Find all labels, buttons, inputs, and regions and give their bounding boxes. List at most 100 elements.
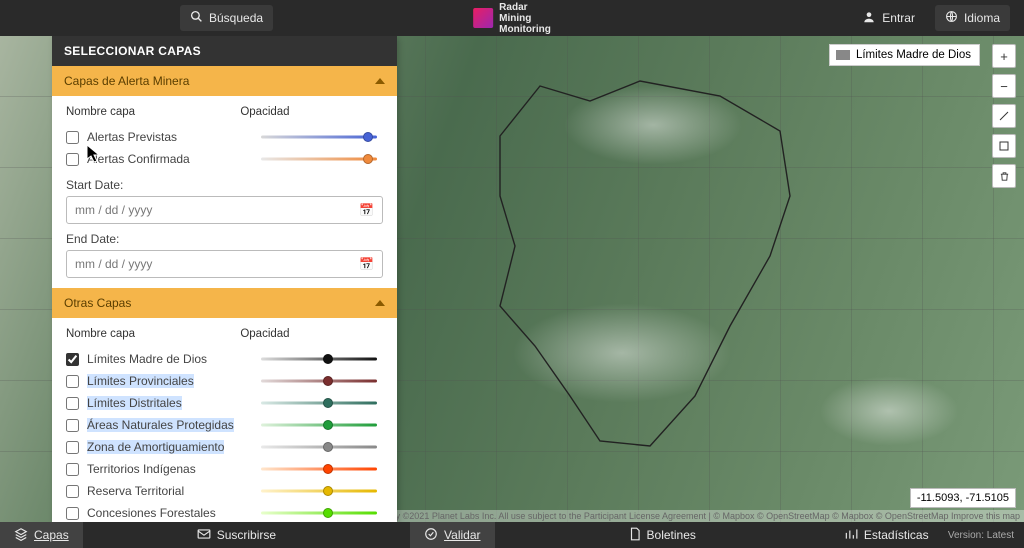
opacity-slider[interactable] [261, 463, 383, 475]
map-tools: + − [992, 44, 1016, 188]
layer-row: Alertas Confirmada [66, 148, 383, 170]
section-header-otras[interactable]: Otras Capas [52, 288, 397, 318]
language-label: Idioma [964, 11, 1000, 25]
section-title-otras: Otras Capas [64, 296, 131, 310]
start-date-input[interactable]: mm / dd / yyyy 📅 [66, 196, 383, 224]
col-header-name: Nombre capa [66, 106, 240, 118]
opacity-slider[interactable] [261, 153, 383, 165]
search-button[interactable]: Búsqueda [180, 5, 273, 31]
map-attribution: Imagery ©2021 Planet Labs Inc. All use s… [364, 510, 1024, 522]
tab-boletines-label: Boletines [647, 528, 696, 542]
layer-label: Reserva Territorial [87, 484, 261, 498]
layer-label: Límites Distritales [87, 396, 261, 410]
tab-suscribirse[interactable]: Suscribirse [183, 522, 290, 548]
layer-row: Alertas Previstas [66, 126, 383, 148]
tab-capas[interactable]: Capas [0, 522, 83, 548]
start-date-value: mm / dd / yyyy [75, 203, 152, 217]
language-button[interactable]: Idioma [935, 5, 1010, 31]
layer-row: Límites Distritales [66, 392, 383, 414]
layer-checkbox[interactable] [66, 153, 79, 166]
search-icon [190, 10, 203, 26]
layer-row: Límites Madre de Dios [66, 348, 383, 370]
opacity-slider[interactable] [261, 375, 383, 387]
end-date-label: End Date: [66, 232, 383, 246]
bottom-bar: Capas Suscribirse Validar Boletines Esta… [0, 522, 1024, 548]
map-canvas[interactable]: SELECCIONAR CAPAS Capas de Alerta Minera… [0, 36, 1024, 522]
tab-estadisticas[interactable]: Estadísticas [830, 522, 943, 548]
panel-title: SELECCIONAR CAPAS [52, 36, 397, 66]
delete-button[interactable] [992, 164, 1016, 188]
col-header-opacity: Opacidad [240, 328, 383, 340]
layer-row: Zona de Amortiguamiento [66, 436, 383, 458]
chevron-up-icon [375, 78, 385, 84]
layer-checkbox[interactable] [66, 375, 79, 388]
globe-icon [945, 10, 958, 26]
col-header-opacity: Opacidad [240, 106, 383, 118]
top-bar: Búsqueda RadarMiningMonitoring Entrar Id… [0, 0, 1024, 36]
layer-label: Áreas Naturales Protegidas [87, 418, 261, 432]
layer-label: Alertas Previstas [87, 130, 261, 144]
layer-checkbox[interactable] [66, 131, 79, 144]
section-body-otras: Nombre capaOpacidad Límites Madre de Dio… [52, 318, 397, 522]
layer-checkbox[interactable] [66, 419, 79, 432]
layer-label: Límites Provinciales [87, 374, 261, 388]
legend-swatch [836, 50, 850, 60]
layer-label: Concesiones Forestales [87, 506, 261, 520]
opacity-slider[interactable] [261, 131, 383, 143]
calendar-icon: 📅 [359, 203, 374, 217]
end-date-input[interactable]: mm / dd / yyyy 📅 [66, 250, 383, 278]
brand-text: RadarMiningMonitoring [499, 2, 551, 35]
layer-checkbox[interactable] [66, 441, 79, 454]
layer-row: Reserva Territorial [66, 480, 383, 502]
layers-panel: SELECCIONAR CAPAS Capas de Alerta Minera… [52, 36, 397, 522]
layer-row: Áreas Naturales Protegidas [66, 414, 383, 436]
search-label: Búsqueda [209, 11, 263, 25]
layers-icon [14, 527, 28, 544]
login-label: Entrar [882, 11, 915, 25]
tab-suscribirse-label: Suscribirse [217, 528, 276, 542]
opacity-slider[interactable] [261, 441, 383, 453]
chart-icon [844, 528, 858, 543]
end-date-value: mm / dd / yyyy [75, 257, 152, 271]
opacity-slider[interactable] [261, 485, 383, 497]
draw-polygon-button[interactable] [992, 134, 1016, 158]
check-circle-icon [424, 527, 438, 544]
tab-validar-label: Validar [444, 528, 480, 542]
tab-boletines[interactable]: Boletines [615, 522, 710, 548]
legend-label: Límites Madre de Dios [856, 49, 971, 61]
tab-estadisticas-label: Estadísticas [864, 528, 929, 542]
tab-validar[interactable]: Validar [410, 522, 494, 548]
layer-label: Alertas Confirmada [87, 152, 261, 166]
zoom-in-button[interactable]: + [992, 44, 1016, 68]
coordinates-readout: -11.5093, -71.5105 [910, 488, 1016, 508]
measure-button[interactable] [992, 104, 1016, 128]
tab-capas-label: Capas [34, 528, 69, 542]
zoom-out-button[interactable]: − [992, 74, 1016, 98]
layer-checkbox[interactable] [66, 353, 79, 366]
chevron-up-icon [375, 300, 385, 306]
layer-row: Concesiones Forestales [66, 502, 383, 522]
opacity-slider[interactable] [261, 353, 383, 365]
brand-logo[interactable]: RadarMiningMonitoring [473, 2, 551, 35]
section-body-alertas: Nombre capaOpacidad Alertas Previstas Al… [52, 96, 397, 288]
calendar-icon: 📅 [359, 257, 374, 271]
version-text: Version: Latest [948, 530, 1014, 541]
opacity-slider[interactable] [261, 507, 383, 519]
layer-row: Territorios Indígenas [66, 458, 383, 480]
layer-row: Límites Provinciales [66, 370, 383, 392]
boundary-madre-de-dios [470, 46, 810, 466]
document-icon [629, 527, 641, 544]
opacity-slider[interactable] [261, 397, 383, 409]
section-header-alertas[interactable]: Capas de Alerta Minera [52, 66, 397, 96]
layer-checkbox[interactable] [66, 397, 79, 410]
layer-label: Límites Madre de Dios [87, 352, 261, 366]
mail-icon [197, 528, 211, 543]
section-title-alertas: Capas de Alerta Minera [64, 74, 189, 88]
layer-checkbox[interactable] [66, 485, 79, 498]
login-button[interactable]: Entrar [862, 10, 915, 27]
layer-checkbox[interactable] [66, 463, 79, 476]
opacity-slider[interactable] [261, 419, 383, 431]
active-layer-legend: Límites Madre de Dios [829, 44, 980, 66]
layer-checkbox[interactable] [66, 507, 79, 520]
layer-label: Zona de Amortiguamiento [87, 440, 261, 454]
